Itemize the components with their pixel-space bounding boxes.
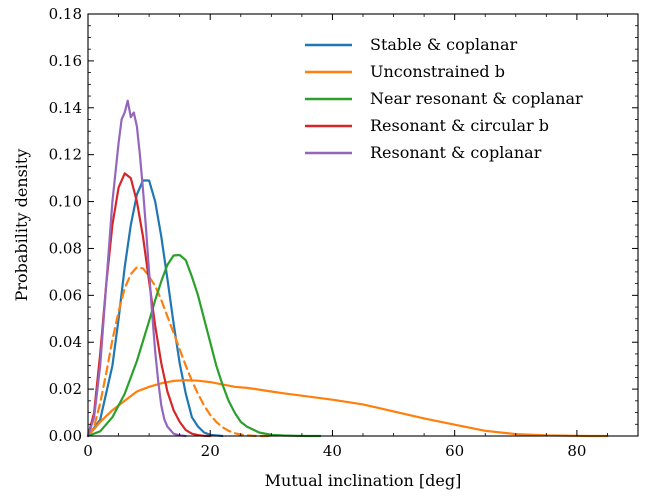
y-tick-label: 0.14 <box>49 99 82 117</box>
y-tick-label: 0.04 <box>49 333 82 351</box>
series-line-3 <box>86 253 322 438</box>
y-tick-label: 0.00 <box>49 427 82 445</box>
y-tick-label: 0.12 <box>49 146 82 164</box>
y-tick-label: 0.06 <box>49 286 82 304</box>
legend-label: Resonant & coplanar <box>370 143 542 162</box>
x-axis-label: Mutual inclination [deg] <box>265 471 462 490</box>
y-tick-label: 0.18 <box>49 5 82 23</box>
series-line-5 <box>86 99 187 438</box>
x-tick-label: 0 <box>83 442 93 460</box>
ticks <box>87 13 639 437</box>
x-tick-label: 20 <box>201 442 220 460</box>
x-tick-label: 80 <box>567 442 586 460</box>
tick-labels: 0 20 40 60 80 0.00 0.02 0.04 0.06 0.08 0.10 0.12 0.1… <box>49 5 587 460</box>
y-tick-label: 0.10 <box>49 193 82 211</box>
y-tick-label: 0.02 <box>49 380 82 398</box>
x-tick-label: 40 <box>323 442 342 460</box>
legend-label: Resonant & circular b <box>370 116 549 135</box>
y-tick-label: 0.16 <box>49 52 82 70</box>
x-tick-label: 60 <box>445 442 464 460</box>
legend-label: Unconstrained b <box>370 62 505 81</box>
legend: Stable & coplanar Unconstrained b Near res… <box>305 35 583 162</box>
y-tick-label: 0.08 <box>49 239 82 257</box>
legend-label: Near resonant & coplanar <box>370 89 583 108</box>
y-axis-label: Probability density <box>12 149 31 302</box>
legend-label: Stable & coplanar <box>370 35 518 54</box>
series-line-1 <box>86 379 609 438</box>
